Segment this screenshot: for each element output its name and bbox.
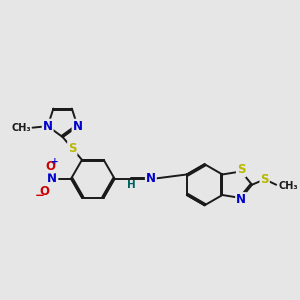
Text: N: N xyxy=(47,172,57,185)
Text: H: H xyxy=(128,180,136,190)
Text: CH₃: CH₃ xyxy=(279,181,298,191)
Text: +: + xyxy=(51,157,59,166)
Text: S: S xyxy=(68,142,76,155)
Text: N: N xyxy=(73,120,82,133)
Text: O: O xyxy=(40,185,50,198)
Text: N: N xyxy=(236,193,246,206)
Text: N: N xyxy=(146,172,156,185)
Text: O: O xyxy=(45,160,55,172)
Text: S: S xyxy=(260,173,269,186)
Text: N: N xyxy=(43,120,53,133)
Text: −: − xyxy=(35,188,45,202)
Text: S: S xyxy=(237,164,245,176)
Text: CH₃: CH₃ xyxy=(11,123,31,133)
